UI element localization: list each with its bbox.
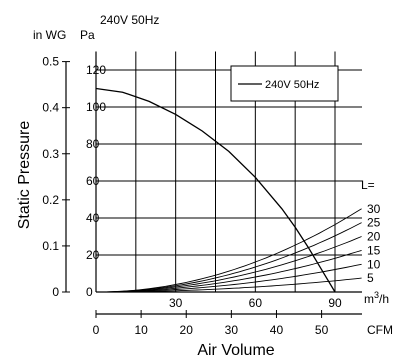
primary-x-unit-base: m: [364, 292, 374, 306]
primary-x-tick-label: 30: [169, 296, 183, 310]
secondary-x-tick-label: 0: [93, 323, 100, 337]
secondary-x-unit: CFM: [367, 323, 393, 337]
secondary-y-unit: in WG: [33, 28, 66, 42]
duct-length-label: 5: [367, 271, 374, 285]
primary-y-tick-label: 60: [86, 174, 100, 188]
secondary-y-tick-label: 0.2: [42, 193, 59, 207]
axes: [62, 51, 362, 318]
primary-y-tick-label: 80: [86, 137, 100, 151]
chart-title: 240V 50Hz: [100, 13, 159, 27]
duct-length-label: 20: [367, 230, 381, 244]
series-line: [95, 87, 336, 293]
duct-length-label: 25: [367, 216, 381, 230]
secondary-x-tick-label: 10: [134, 323, 148, 337]
primary-y-tick-label: 40: [86, 211, 100, 225]
primary-x-tick-label: 60: [249, 296, 263, 310]
primary-x-unit: m3/h: [364, 290, 389, 306]
secondary-y-tick-label: 0.1: [42, 239, 59, 253]
primary-y-origin-label: 0: [86, 285, 93, 299]
y-axis-title: Static Pressure: [16, 121, 33, 230]
legend-entry: 240V 50Hz: [265, 79, 319, 91]
secondary-y-tick-label: 0.4: [42, 101, 59, 115]
secondary-x-tick-label: 30: [225, 323, 239, 337]
primary-x-unit-sup: 3: [374, 290, 379, 300]
duct-length-label: 15: [367, 243, 381, 257]
duct-label-header: L=: [361, 178, 375, 192]
duct-length-label: 30: [367, 202, 381, 216]
duct-length-label: 10: [367, 257, 381, 271]
secondary-y-tick-label: 0: [52, 285, 59, 299]
tick-labels: 0 0.1 0.2 0.3 0.4 0.5 20 40 60 80 100 120 0 30 60 90 0 10…: [42, 55, 380, 337]
x-axis-title: Air Volume: [197, 342, 274, 359]
primary-x-tick-label: 90: [328, 296, 342, 310]
secondary-x-tick-label: 20: [180, 323, 194, 337]
primary-y-tick-label: 100: [86, 100, 106, 114]
primary-x-unit-tail: /h: [379, 292, 389, 306]
primary-y-unit: Pa: [80, 28, 95, 42]
duct-curves: [96, 208, 362, 293]
secondary-y-tick-label: 0.5: [42, 55, 59, 69]
secondary-x-tick-label: 40: [270, 323, 284, 337]
legend: 240V 50Hz: [230, 65, 339, 102]
primary-y-tick-label: 120: [86, 63, 106, 77]
primary-y-tick-label: 20: [86, 248, 100, 262]
series-lines: [95, 87, 336, 293]
secondary-x-tick-label: 50: [315, 323, 329, 337]
secondary-y-tick-label: 0.3: [42, 147, 59, 161]
